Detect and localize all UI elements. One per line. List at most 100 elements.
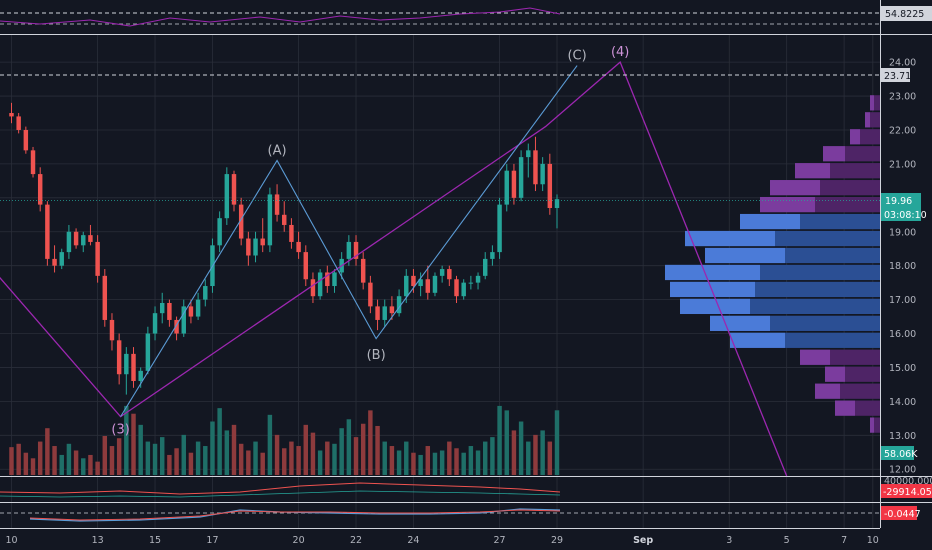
profile-row-up — [865, 112, 870, 128]
volume-bar — [238, 443, 244, 475]
volume-bar — [45, 428, 50, 475]
time-tick-label: 13 — [92, 535, 104, 546]
price-tick-label: 13.00 — [889, 431, 916, 442]
time-tick-label: 27 — [494, 535, 506, 546]
candle-body — [432, 275, 438, 293]
volume-bar — [167, 454, 172, 475]
candle-body — [95, 241, 100, 276]
bar-countdown-label: 03:08:10 — [884, 210, 927, 221]
time-tick-label: 10 — [5, 535, 17, 546]
wave-line-purple — [0, 61, 788, 477]
volume-bar — [497, 405, 502, 475]
time-tick-label: 29 — [551, 535, 563, 546]
candle-body — [368, 282, 373, 307]
candle-body — [447, 269, 452, 280]
candle-body — [37, 174, 43, 205]
profile-row-down — [800, 213, 880, 230]
profile-row-down — [845, 366, 880, 382]
candle-body — [497, 204, 502, 253]
indicator-bottom-line-red — [29, 509, 561, 521]
last-price-label-box — [881, 193, 921, 221]
volume-bar — [518, 421, 524, 475]
resistance-level-label: 23.71 — [884, 71, 911, 82]
candle-body — [461, 282, 466, 297]
volume-bar — [267, 414, 273, 475]
candle-body — [303, 252, 308, 280]
candle-body — [547, 163, 553, 209]
profile-row-up — [730, 332, 785, 348]
time-tick-label: 24 — [407, 535, 419, 546]
profile-row-up — [815, 383, 840, 399]
candle-body — [518, 157, 524, 198]
volume-bar — [375, 425, 380, 475]
indicator-pane-bottom: -0.0447 — [0, 506, 921, 522]
candle-body — [9, 113, 14, 117]
candle-body — [52, 258, 57, 266]
wave-lines — [0, 61, 788, 477]
candle-body — [468, 282, 474, 284]
candle-body — [59, 252, 64, 266]
volume-bar — [468, 446, 474, 475]
volume-bar — [511, 430, 517, 475]
candle-body — [360, 258, 366, 283]
indicator-pane-top: 54.8225 — [0, 6, 932, 27]
candle-body — [188, 306, 194, 317]
profile-row-up — [795, 163, 830, 179]
time-tick-label: 17 — [206, 535, 218, 546]
time-tick-label: Sep — [633, 535, 653, 546]
candle-body — [439, 269, 445, 276]
volume-bar — [102, 436, 108, 475]
volume-bar — [411, 452, 416, 475]
candle-body — [325, 272, 330, 287]
profile-row-down — [830, 349, 880, 365]
volume-bar — [346, 419, 352, 475]
indicator-middle-line-red — [0, 482, 561, 495]
profile-row-up — [835, 400, 855, 416]
price-tick-label: 17.00 — [889, 295, 916, 306]
price-tick-label: 15.00 — [889, 363, 916, 374]
volume-bar — [310, 432, 316, 475]
candle-body — [490, 252, 495, 259]
profile-row-up — [705, 247, 785, 264]
candle-body — [16, 116, 21, 130]
volume-bar — [540, 430, 545, 475]
volume-bar — [66, 443, 72, 475]
candle-body — [411, 275, 416, 287]
price-tick-label: 24.00 — [889, 58, 916, 69]
candle-body — [131, 353, 136, 382]
candle-body — [174, 319, 179, 334]
indicator-top-label-box — [881, 6, 932, 21]
profile-row-up — [800, 349, 830, 365]
volume-bar — [16, 443, 21, 475]
volume-bar — [547, 441, 553, 475]
volume-bar — [475, 450, 481, 475]
indicator-middle-scale-label: 40000.0000 — [884, 476, 932, 487]
candle-body — [346, 241, 352, 259]
wave-label: (B) — [367, 348, 386, 363]
candle-body — [382, 306, 387, 320]
price-tick-label: 23.00 — [889, 92, 916, 103]
candle-body — [159, 302, 165, 314]
time-axis[interactable]: 10 13 15 17 20 22 24 27 29 Sep 3 5 7 10 — [5, 535, 878, 546]
volume-bar — [317, 450, 323, 475]
candle-body — [540, 163, 545, 185]
candle-body — [231, 174, 237, 205]
volume-bar — [88, 454, 93, 475]
profile-row-down — [870, 112, 880, 128]
volume-bar — [554, 410, 560, 475]
candle-body — [554, 199, 560, 209]
volume-bar — [224, 430, 230, 475]
volume-bar — [138, 424, 143, 475]
volume-bar — [145, 441, 151, 475]
wave-label: (A) — [268, 144, 287, 159]
volume-bar — [159, 437, 165, 475]
profile-row-up — [825, 366, 845, 382]
profile-row-down — [815, 196, 880, 213]
profile-row-up — [870, 95, 874, 111]
volume-bar — [231, 424, 237, 475]
candle-body — [109, 319, 115, 341]
candle-body — [282, 214, 287, 225]
volume-bar — [174, 448, 179, 475]
volume-bar — [303, 424, 308, 475]
